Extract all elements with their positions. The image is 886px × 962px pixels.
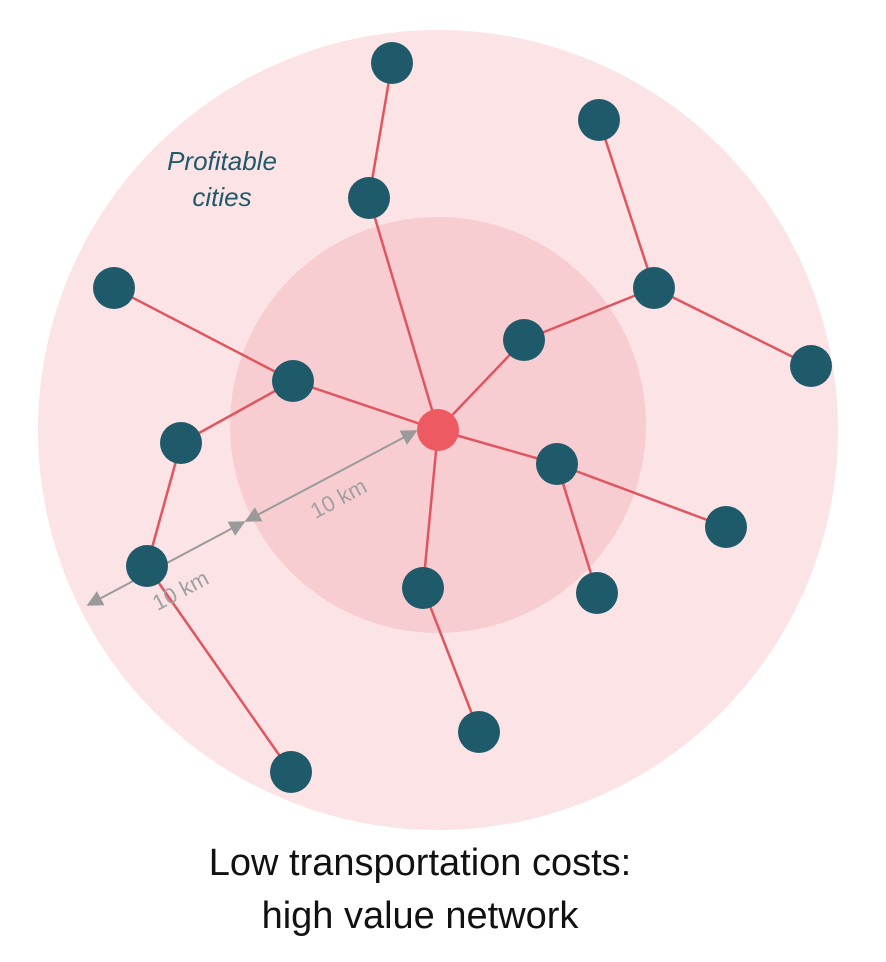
edge — [556, 462, 727, 529]
city-node — [348, 177, 390, 219]
city-node — [126, 545, 168, 587]
distance-arrow — [244, 430, 418, 522]
edge — [113, 286, 294, 383]
edge — [421, 429, 440, 589]
city-node — [576, 572, 618, 614]
edge — [367, 197, 440, 431]
city-node — [160, 422, 202, 464]
city-node — [93, 267, 135, 309]
nodes — [93, 42, 832, 793]
caption: Low transportation costs: — [209, 842, 631, 884]
edge — [292, 379, 439, 432]
edge — [597, 119, 656, 289]
edge — [653, 286, 812, 368]
hub-node — [417, 409, 459, 451]
edge — [555, 463, 599, 594]
caption: high value network — [262, 895, 580, 937]
region-label: cities — [192, 182, 251, 212]
city-node — [536, 443, 578, 485]
city-node — [503, 319, 545, 361]
edge — [367, 62, 394, 199]
edge — [421, 587, 481, 733]
city-node — [705, 506, 747, 548]
city-node — [633, 267, 675, 309]
city-node — [272, 360, 314, 402]
city-node — [790, 345, 832, 387]
edge — [523, 286, 655, 342]
city-node — [402, 567, 444, 609]
region-label: Profitable — [167, 146, 277, 176]
city-node — [371, 42, 413, 84]
edge — [180, 379, 294, 445]
city-node — [458, 711, 500, 753]
city-node — [578, 99, 620, 141]
city-node — [270, 751, 312, 793]
